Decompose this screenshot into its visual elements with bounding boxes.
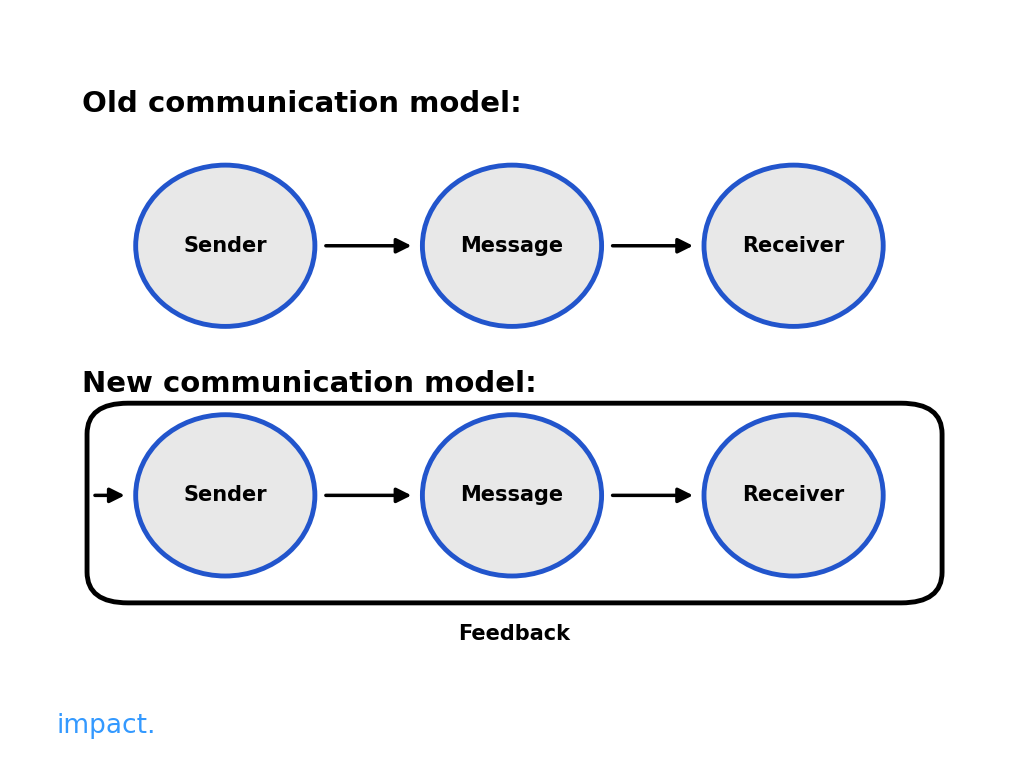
Ellipse shape xyxy=(705,165,883,326)
Text: Message: Message xyxy=(461,236,563,256)
Text: Sender: Sender xyxy=(183,236,267,256)
Text: New communication model:: New communication model: xyxy=(82,370,537,398)
Ellipse shape xyxy=(422,415,602,576)
Text: Receiver: Receiver xyxy=(742,485,845,505)
Ellipse shape xyxy=(135,165,315,326)
Text: Sender: Sender xyxy=(183,485,267,505)
Ellipse shape xyxy=(422,165,602,326)
Text: Feedback: Feedback xyxy=(459,624,570,644)
Text: impact.: impact. xyxy=(56,713,156,739)
Text: Message: Message xyxy=(461,485,563,505)
Text: Old communication model:: Old communication model: xyxy=(82,90,521,118)
Ellipse shape xyxy=(705,415,883,576)
Text: Receiver: Receiver xyxy=(742,236,845,256)
Ellipse shape xyxy=(135,415,315,576)
